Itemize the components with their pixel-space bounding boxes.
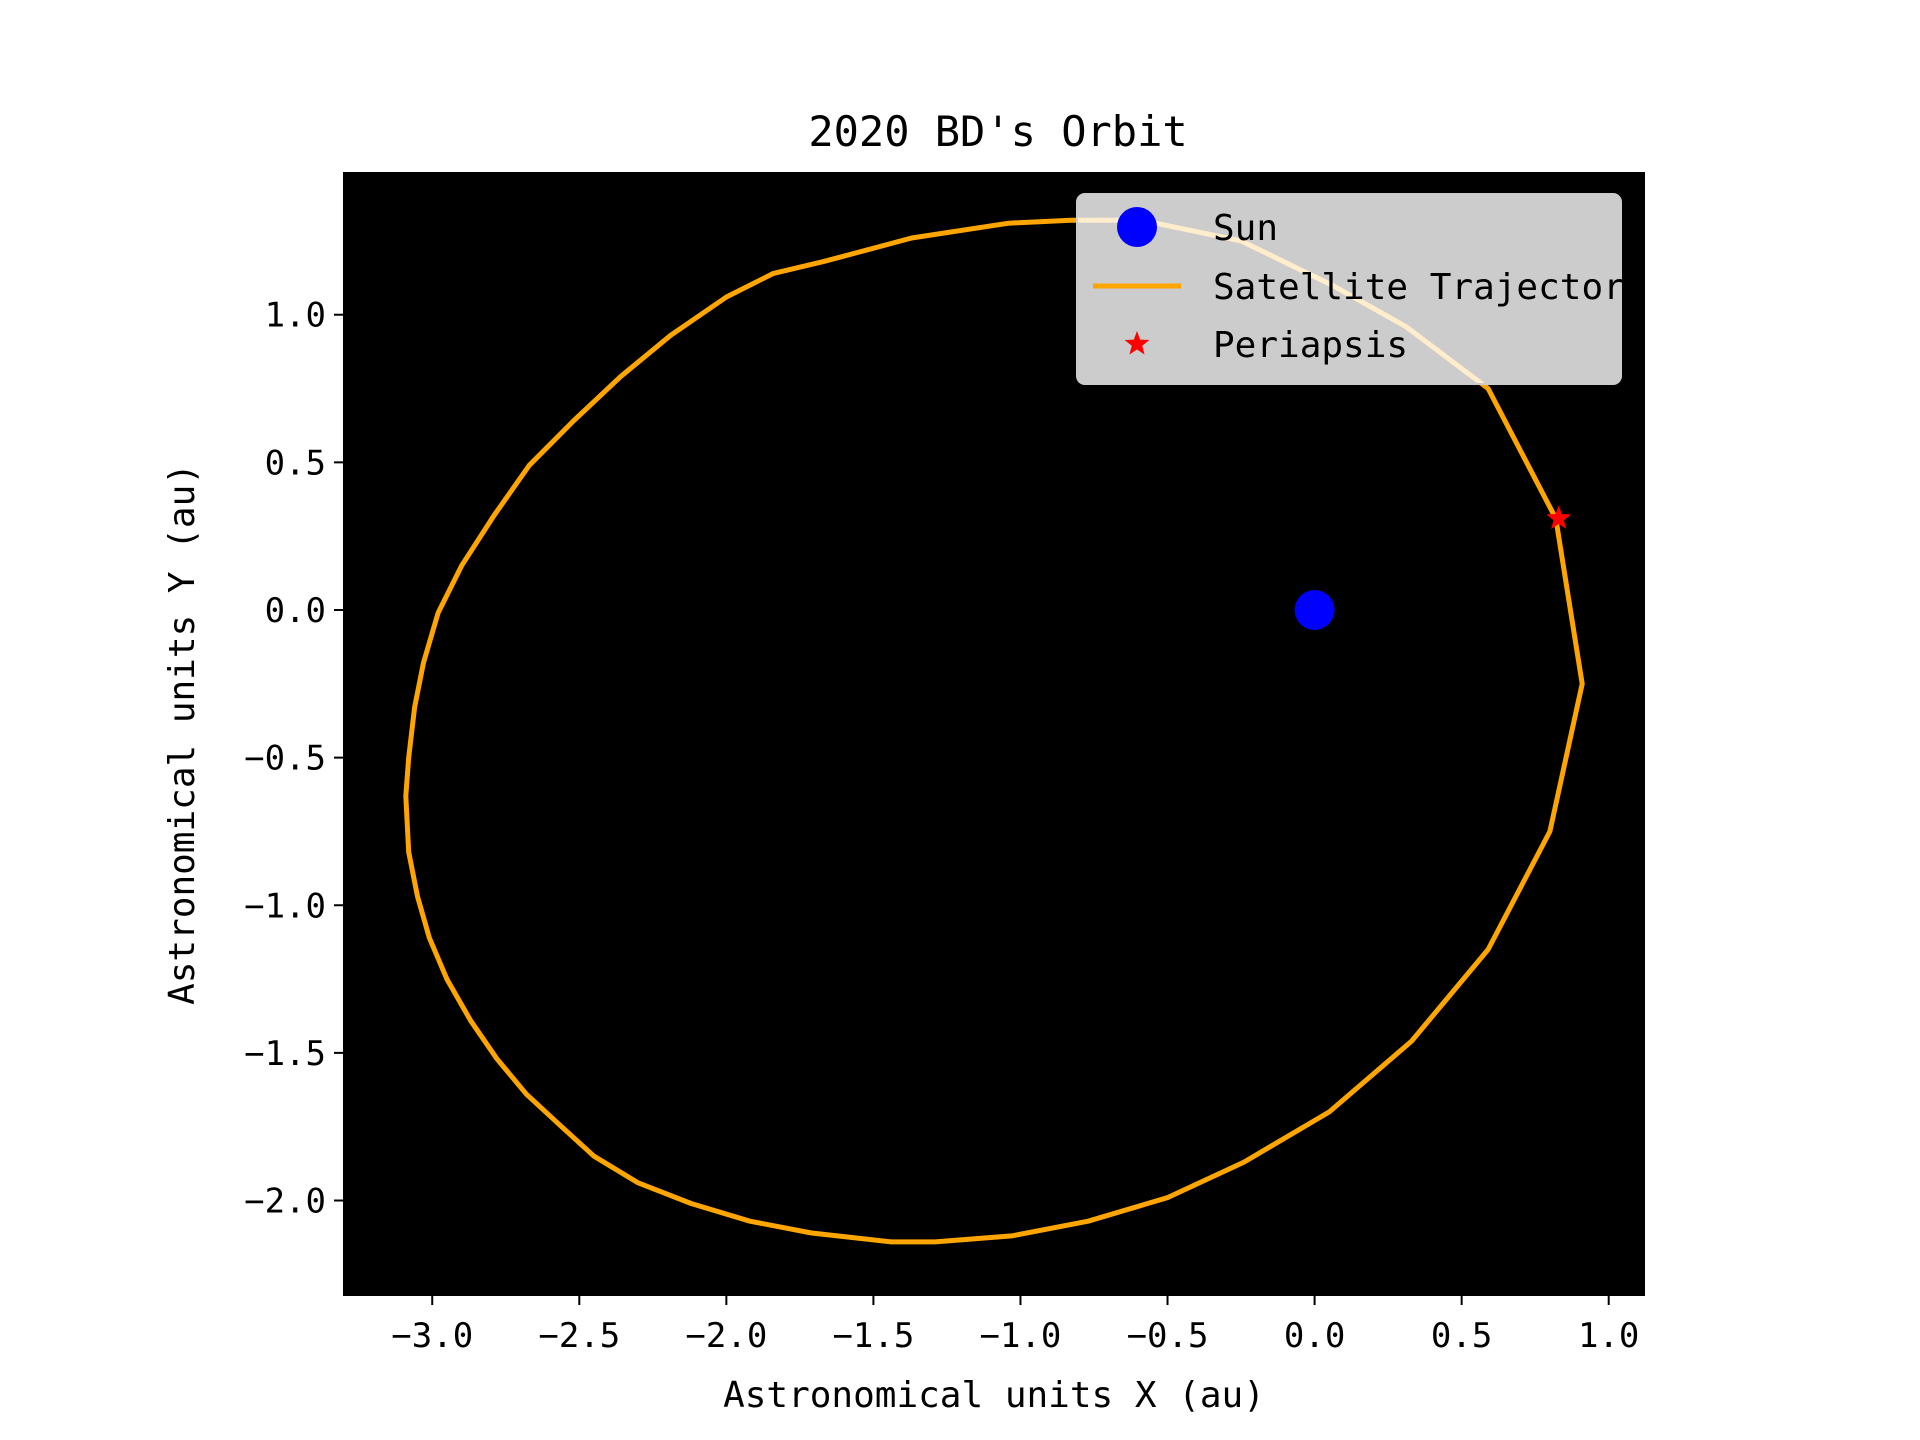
x-tick-label: −1.0 [980, 1316, 1062, 1356]
legend-sun-label: Sun [1213, 208, 1278, 249]
x-tick-label: 0.0 [1284, 1316, 1345, 1356]
sun-marker [1294, 589, 1335, 630]
y-tick-label: 0.0 [265, 591, 326, 631]
y-tick-label: 1.0 [265, 296, 326, 336]
y-tick-label: −2.0 [244, 1182, 326, 1222]
x-tick-label: 0.5 [1431, 1316, 1492, 1356]
y-axis-label: Astronomical units Y (au) [162, 463, 203, 1005]
plot-layer [343, 172, 1645, 1296]
chart-title: 2020 BD's Orbit [808, 107, 1187, 156]
legend-periapsis-label: Periapsis [1213, 325, 1408, 366]
plot-frame [343, 172, 1645, 1296]
y-tick-label: 0.5 [265, 443, 326, 483]
x-tick-label: −0.5 [1127, 1316, 1209, 1356]
x-axis: −3.0 −2.5 −2.0 −1.5 −1.0 −0.5 0.0 0.5 1.0 [391, 1295, 1639, 1356]
x-tick-label: −2.0 [685, 1316, 767, 1356]
x-tick-label: 1.0 [1578, 1316, 1639, 1356]
legend-box [1076, 193, 1622, 385]
x-tick-label: −2.5 [538, 1316, 620, 1356]
x-tick-label: −3.0 [391, 1316, 473, 1356]
x-tick-label: −1.5 [832, 1316, 914, 1356]
x-axis-label: Astronomical units X (au) [723, 1375, 1265, 1416]
y-tick-label: −1.5 [244, 1034, 326, 1074]
legend-trajectory-label: Satellite Trajectory [1213, 267, 1646, 308]
y-tick-label: −1.0 [244, 886, 326, 926]
y-tick-label: −0.5 [244, 739, 326, 779]
legend-periapsis-star-icon [1124, 331, 1150, 355]
legend: Sun Satellite Trajectory Periapsis [1076, 193, 1646, 385]
legend-sun-marker [1117, 207, 1157, 247]
satellite-trajectory-line [403, 217, 1585, 1245]
y-axis: 1.0 0.5 0.0 −0.5 −1.0 −1.5 −2.0 [244, 296, 344, 1222]
periapsis-marker [1546, 505, 1572, 529]
